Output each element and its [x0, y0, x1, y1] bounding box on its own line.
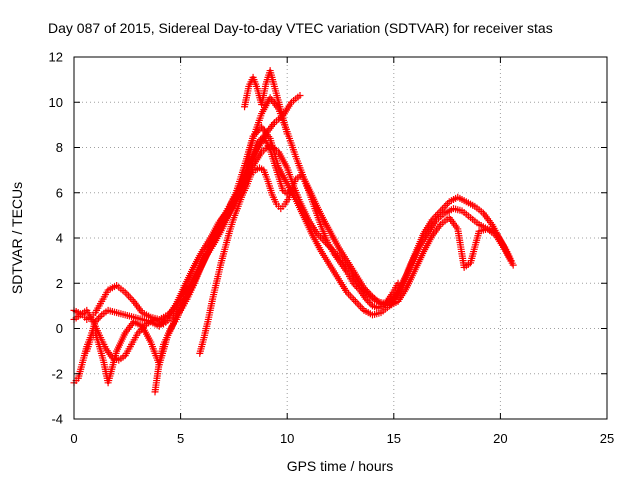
- data-point: [367, 300, 375, 308]
- tick-labels-layer: 0 5 10 15 20 25 -4 -2 0 2 4 6 8 10 12: [49, 50, 615, 447]
- y-tick-label: 8: [56, 140, 63, 155]
- y-tick-label: -4: [51, 412, 63, 427]
- data-point: [357, 303, 365, 311]
- data-point: [352, 283, 360, 291]
- y-tick-label: 6: [56, 185, 63, 200]
- series-track-7: [241, 67, 291, 138]
- data-point: [255, 137, 263, 145]
- series-track-5: [151, 132, 402, 396]
- plot-frame: [73, 56, 608, 420]
- data-point: [96, 313, 104, 321]
- y-tick-label: 0: [56, 321, 63, 336]
- points-layer: [70, 67, 517, 396]
- data-point: [349, 279, 357, 287]
- data-point: [362, 295, 370, 303]
- data-point: [509, 261, 517, 269]
- y-tick-label: 10: [49, 95, 63, 110]
- data-point: [351, 297, 359, 305]
- data-point: [95, 314, 103, 322]
- series-track-6: [196, 164, 293, 357]
- x-tick-label: 15: [387, 431, 401, 446]
- data-point: [355, 301, 363, 309]
- data-point: [296, 91, 304, 99]
- x-tick-label: 5: [177, 431, 184, 446]
- data-point: [354, 284, 362, 292]
- data-point: [351, 281, 359, 289]
- data-point: [257, 136, 265, 144]
- data-point: [394, 279, 402, 287]
- y-tick-label: 2: [56, 276, 63, 291]
- ticks-layer: [73, 56, 608, 420]
- y-tick-label: -2: [51, 366, 63, 381]
- y-axis-label: SDTVAR / TECUs: [9, 182, 25, 294]
- x-tick-label: 0: [70, 431, 77, 446]
- data-point: [128, 296, 136, 304]
- data-point: [365, 298, 373, 306]
- chart-title: Day 087 of 2015, Sidereal Day-to-day VTE…: [48, 20, 553, 36]
- x-tick-label: 20: [493, 431, 507, 446]
- data-point: [348, 294, 356, 302]
- data-point: [126, 294, 134, 302]
- y-tick-label: 4: [56, 231, 63, 246]
- x-axis-label: GPS time / hours: [287, 458, 394, 474]
- data-point: [285, 193, 293, 201]
- grid-layer: [74, 57, 607, 419]
- x-tick-label: 25: [600, 431, 614, 446]
- data-point: [353, 299, 361, 307]
- data-point: [253, 139, 261, 147]
- data-point: [125, 292, 133, 300]
- data-point: [505, 252, 513, 260]
- data-point: [442, 201, 450, 209]
- series-track-1: [70, 141, 515, 323]
- data-point: [364, 297, 372, 305]
- data-point: [346, 292, 354, 300]
- data-point: [350, 296, 358, 304]
- series-track-2: [70, 94, 517, 387]
- data-point: [123, 290, 131, 298]
- data-point: [283, 130, 291, 138]
- x-tick-label: 10: [280, 431, 294, 446]
- y-tick-label: 12: [49, 50, 63, 65]
